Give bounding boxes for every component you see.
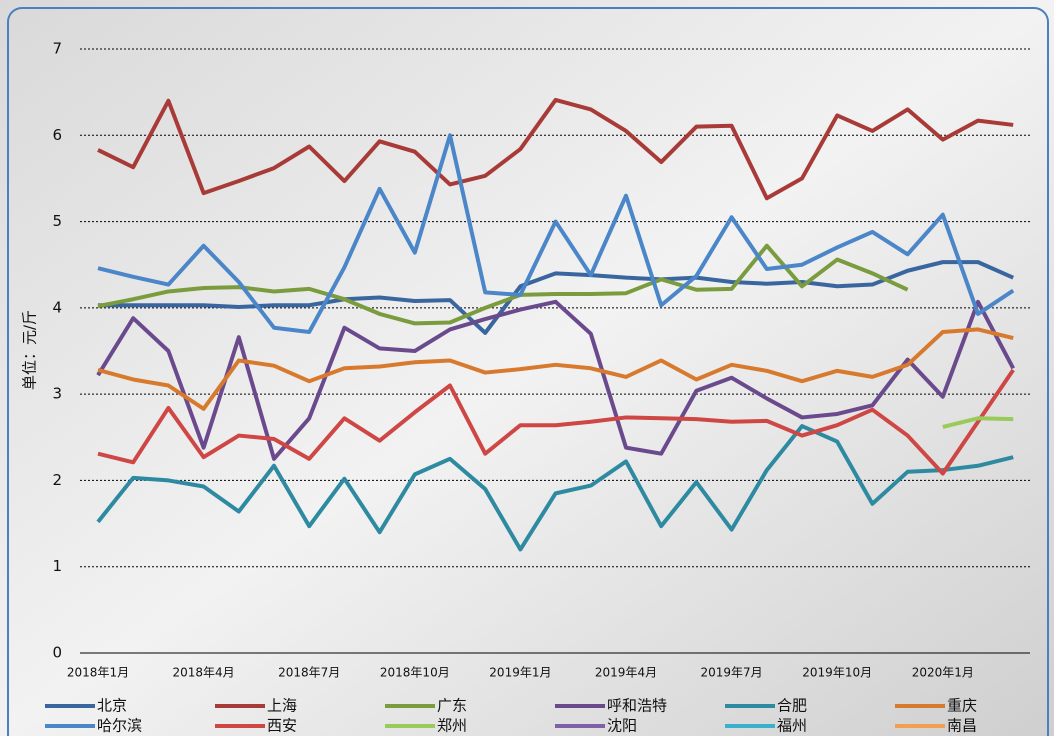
legend-label: 呼和浩特 — [607, 697, 667, 715]
x-tick-label: 2018年7月 — [278, 666, 340, 680]
y-tick-label: 2 — [52, 471, 62, 489]
x-tick-label: 2020年1月 — [912, 666, 974, 680]
legend-label: 北京 — [97, 697, 127, 715]
legend-label: 郑州 — [437, 717, 467, 735]
y-tick-label: 6 — [52, 126, 62, 144]
x-tick-label: 2018年4月 — [173, 666, 235, 680]
legend-label: 福州 — [777, 717, 807, 735]
legend-label: 哈尔滨 — [97, 717, 142, 735]
y-tick-label: 0 — [52, 644, 62, 662]
series-line — [96, 299, 1015, 461]
legend-label: 合肥 — [777, 697, 807, 715]
x-tick-label: 2019年7月 — [701, 666, 763, 680]
x-tick-label: 2019年10月 — [802, 666, 872, 680]
x-tick-label: 2018年10月 — [380, 666, 450, 680]
legend-label: 重庆 — [947, 697, 977, 715]
legend-label: 西安 — [267, 717, 297, 735]
x-tick-label: 2019年1月 — [489, 666, 551, 680]
y-tick-label: 1 — [52, 557, 62, 575]
series-line — [97, 368, 1015, 476]
series-line — [97, 133, 1015, 335]
y-axis-label: 单位：元/斤 — [21, 310, 39, 390]
legend-label: 上海 — [267, 697, 297, 715]
series-line — [97, 97, 1014, 201]
y-tick-label: 5 — [52, 212, 62, 230]
y-tick-label: 3 — [52, 385, 62, 403]
series-line — [97, 327, 1014, 411]
y-tick-label: 7 — [52, 40, 62, 58]
legend-label: 广东 — [437, 697, 467, 715]
series-line — [98, 260, 1015, 335]
x-tick-label: 2018年1月 — [67, 666, 129, 680]
x-tick-label: 2019年4月 — [595, 666, 657, 680]
y-tick-label: 4 — [52, 298, 62, 316]
series-line — [97, 243, 909, 326]
legend-label: 沈阳 — [607, 717, 637, 735]
frame — [7, 7, 1049, 736]
series-line — [96, 424, 1014, 552]
series-line — [942, 416, 1014, 429]
legend-label: 南昌 — [947, 717, 977, 735]
